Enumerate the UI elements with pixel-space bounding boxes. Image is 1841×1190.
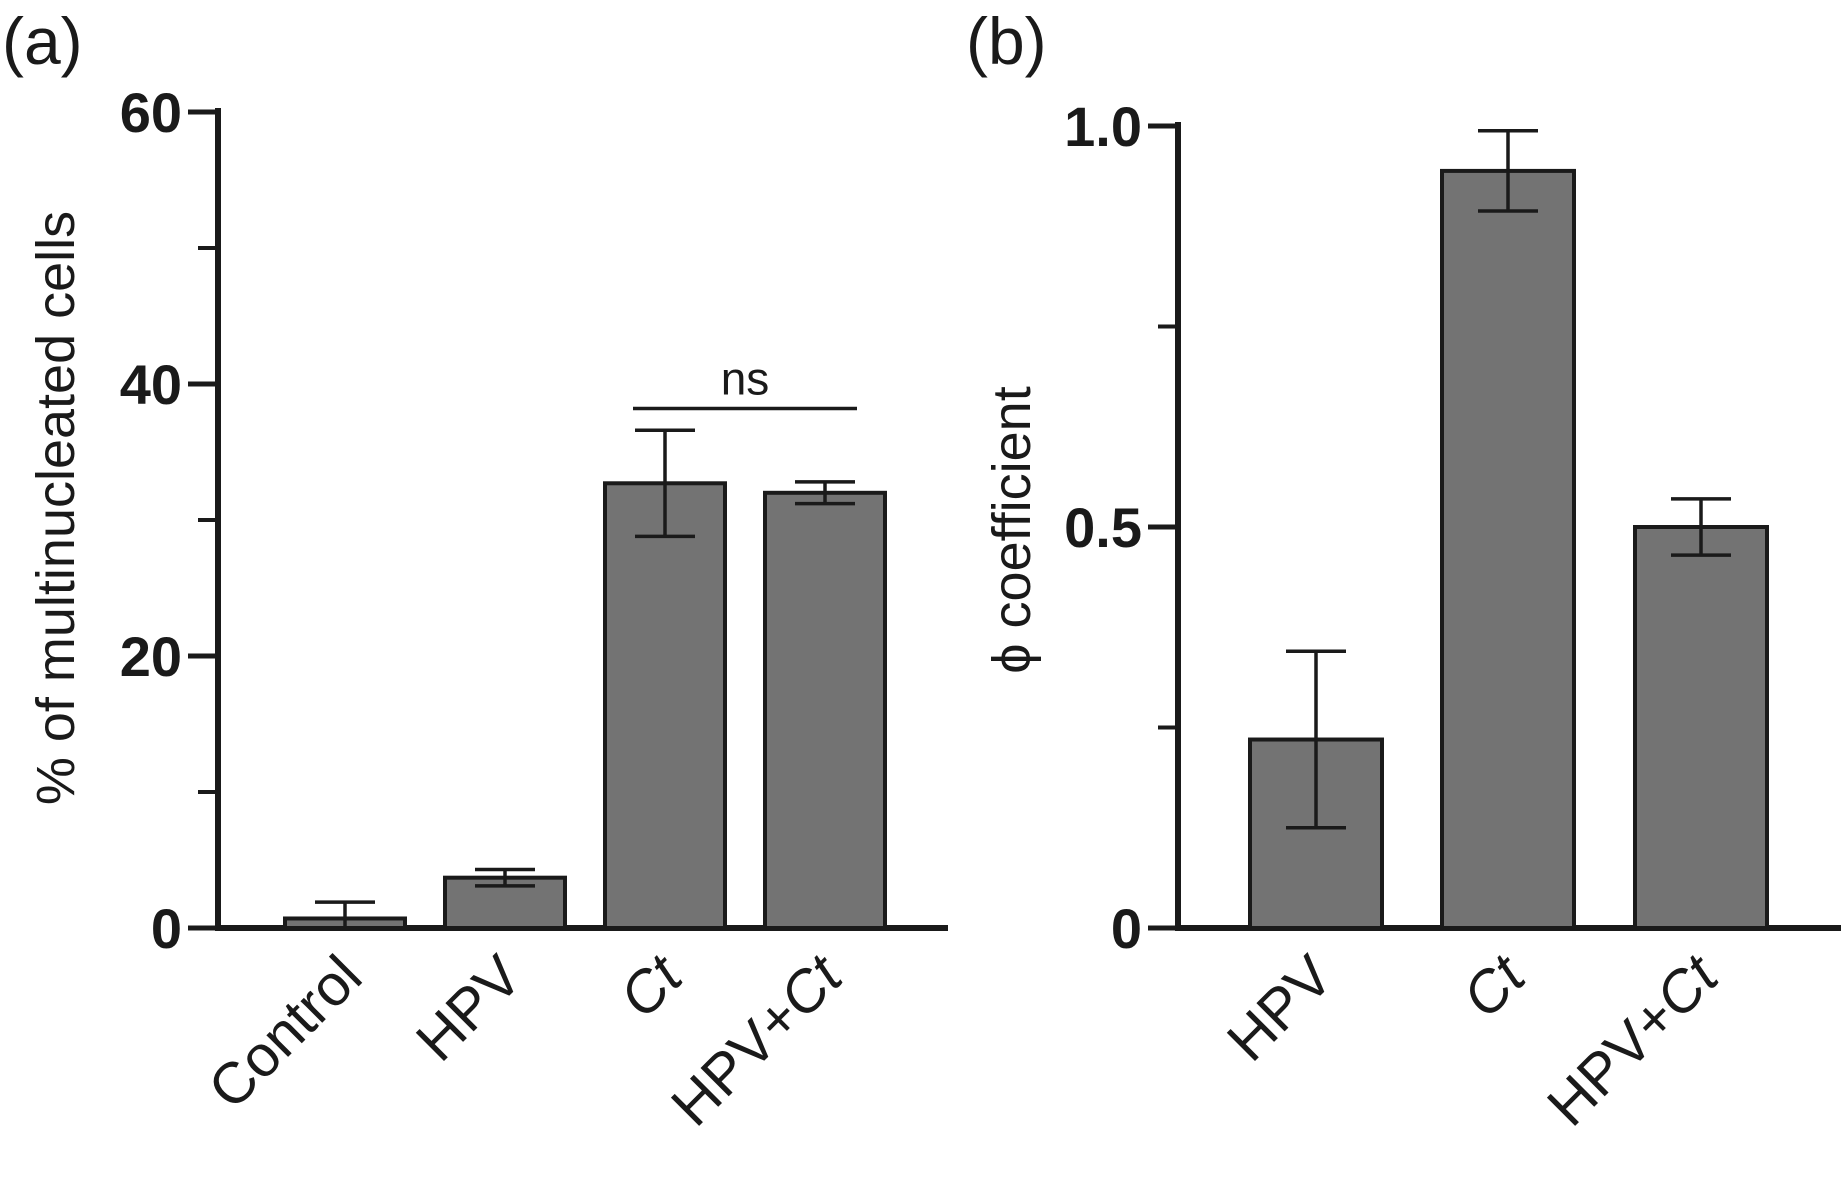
x-tick-label-a-3: HPV+Ct [659,941,856,1138]
bar-a-3 [763,490,887,930]
x-tick-label-b-2: HPV+Ct [1535,941,1732,1138]
significance-label: ns [721,352,770,404]
bar-b-1 [1440,168,1576,931]
panel-b-y-tick-label: 0 [1111,897,1142,960]
panel-a: (a) % of multinucleated cells 0 20 40 60 Con… [2,4,948,1138]
panel-b-y-tick-label: 0.5 [1064,496,1142,559]
x-tick-label-b-1: Ct [1450,941,1539,1030]
x-tick-label-a-2: Ct [607,941,696,1030]
panel-a-y-tick-label: 0 [151,897,182,960]
panel-b-y-tick-label: 1.0 [1064,95,1142,158]
panel-a-y-tick-label: 20 [120,625,182,688]
x-tick-label-a-0: Control [196,943,374,1121]
bar-b-2 [1633,525,1769,930]
x-tick-label-a-1: HPV [404,943,535,1074]
bar-a-2 [603,481,727,930]
panel-a-y-tick-label: 60 [120,81,182,144]
panel-a-label: (a) [2,4,83,78]
panel-a-y-tick-label: 40 [120,353,182,416]
panel-b-y-axis-title: ϕ coefficient [982,386,1042,673]
panel-b-label: (b) [966,4,1047,78]
x-tick-label-b-0: HPV [1215,943,1346,1074]
panel-a-y-axis-title: % of multinucleated cells [26,211,86,805]
